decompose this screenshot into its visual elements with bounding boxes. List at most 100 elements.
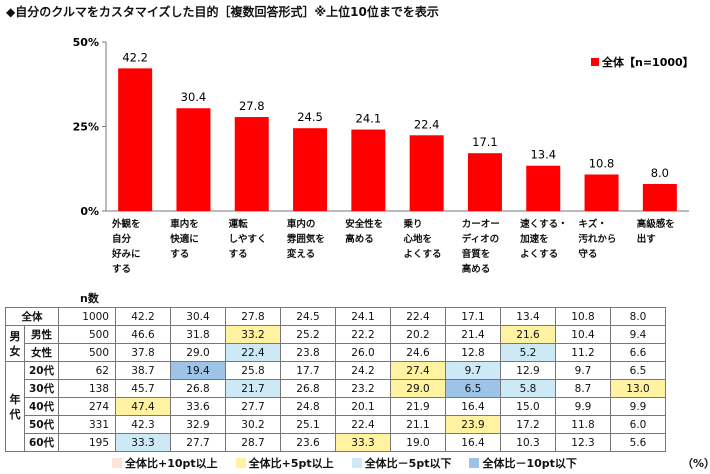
bar <box>234 117 269 211</box>
table-cell: 27.7 <box>170 433 226 452</box>
group-label: 年代 <box>5 361 25 452</box>
row-label: 20代 <box>24 361 59 380</box>
table-cell: 6.5 <box>445 379 501 398</box>
table-cell: 37.8 <box>115 343 171 362</box>
highlight-legend-item: 全体比－5pt以下 <box>351 455 452 471</box>
bar <box>118 68 153 211</box>
table-cell: 21.9 <box>390 397 446 416</box>
legend-color-swatch <box>351 458 362 468</box>
bar <box>642 183 677 211</box>
table-cell: 17.2 <box>500 415 556 434</box>
legend-label: 全体【n=1000】 <box>601 55 694 69</box>
row-n: 1000 <box>58 307 116 326</box>
category-label: 安全性を 高める <box>345 219 384 245</box>
table-row: 男女男性 500 46.6 31.8 33.2 25.2 22.2 20.2 21.4 21.6 1… <box>5 325 666 362</box>
table-row: 50代 331 42.3 32.9 30.2 25.1 22.4 21.1 23.9 17.2 11… <box>6 415 666 434</box>
bar <box>584 174 619 211</box>
table-cell: 23.6 <box>280 433 336 452</box>
table-row: 40代 274 47.4 33.6 27.7 24.8 20.1 21.9 16.4 15.0 9.… <box>6 397 666 416</box>
category-label: 運転 しやすく する <box>228 219 267 260</box>
bar-value-label: 24.5 <box>297 110 323 124</box>
table-cell: 12.9 <box>500 361 556 380</box>
table-cell: 9.9 <box>555 397 611 416</box>
table-cell: 47.4 <box>115 397 171 416</box>
group-label: 男女 <box>5 325 25 362</box>
table-cell: 45.7 <box>115 379 171 398</box>
table-row: 年代 20代 62 38.7 19.4 25.8 17.7 24.2 27.4 9.7 12.9 9.… <box>5 361 666 452</box>
table-cell: 33.2 <box>225 325 281 344</box>
table-cell: 6.6 <box>610 343 666 362</box>
bar-value-label: 22.4 <box>414 117 440 131</box>
table-cell: 23.9 <box>445 415 501 434</box>
table-cell: 32.9 <box>170 415 226 434</box>
bar <box>467 153 502 211</box>
table-cell: 19.4 <box>170 361 226 380</box>
table-cell: 21.4 <box>445 325 501 344</box>
bar-value-label: 30.4 <box>181 90 207 104</box>
table-cell: 28.7 <box>225 433 281 452</box>
y-tick-label: 0% <box>80 205 99 215</box>
table-cell: 24.5 <box>280 307 336 326</box>
table-cell: 33.3 <box>115 433 171 452</box>
row-n: 62 <box>58 361 116 380</box>
legend-item-label: 全体比+5pt以上 <box>248 457 334 470</box>
row-n: 331 <box>58 415 116 434</box>
legend-item-label: 全体比－5pt以下 <box>364 457 452 470</box>
row-label: 女性 <box>24 343 59 362</box>
table-cell: 29.0 <box>170 343 226 362</box>
table-cell: 22.4 <box>335 415 391 434</box>
bar-value-label: 13.4 <box>530 148 556 162</box>
row-label: 男性 <box>24 325 59 344</box>
row-n: 274 <box>58 397 116 416</box>
table-cell: 24.8 <box>280 397 336 416</box>
table-cell: 8.7 <box>555 379 611 398</box>
table-cell: 17.1 <box>445 307 501 326</box>
table-cell: 31.8 <box>170 325 226 344</box>
table-cell: 21.1 <box>390 415 446 434</box>
table-cell: 20.2 <box>390 325 446 344</box>
table-cell: 46.6 <box>115 325 171 344</box>
legend-swatch <box>591 58 599 66</box>
table-cell: 11.8 <box>555 415 611 434</box>
table-cell: 10.4 <box>555 325 611 344</box>
bar-chart: 0% 25% 50% 42.2 30.4 27.8 24.5 24.1 22.4 17.1 13.4… <box>73 36 694 215</box>
table-cell: 21.7 <box>225 379 281 398</box>
bar-value-label: 27.8 <box>239 99 265 113</box>
table-cell: 29.0 <box>390 379 446 398</box>
table-row: 全体 1000 42.2 30.4 27.8 24.5 24.1 22.4 17.1 13.4 10… <box>5 307 666 326</box>
table-cell: 22.4 <box>225 343 281 362</box>
table-row: 女性 500 37.8 29.0 22.4 23.8 26.0 24.6 12.8 5.2 11.2… <box>6 343 666 362</box>
table-cell: 23.8 <box>280 343 336 362</box>
unit-label: （%） <box>682 457 710 470</box>
legend-color-swatch <box>112 458 122 468</box>
highlight-legend-item: 全体比－10pt以下 <box>469 455 577 471</box>
table-cell: 11.2 <box>555 343 611 362</box>
category-label: 乗り 心地を よくする <box>403 219 442 260</box>
table-cell: 33.6 <box>170 397 226 416</box>
table-cell: 9.4 <box>610 325 666 344</box>
table-cell: 25.2 <box>280 325 336 344</box>
bar-value-label: 24.1 <box>356 112 382 126</box>
table-cell: 12.3 <box>555 433 611 452</box>
table-cell: 19.0 <box>390 433 446 452</box>
category-label: 外観を 自分 好みに する <box>112 219 141 275</box>
table-cell: 30.4 <box>170 307 226 326</box>
row-label: 30代 <box>24 379 59 398</box>
table-cell: 22.4 <box>390 307 446 326</box>
table-row: 60代 195 33.3 27.7 28.7 23.6 33.3 19.0 16.4 10.3 12… <box>6 433 666 452</box>
highlight-legend-item: 全体比+5pt以上 <box>235 455 334 471</box>
row-n: 500 <box>58 343 116 362</box>
y-tick-label: 25% <box>73 121 99 134</box>
legend-item-label: 全体比－10pt以下 <box>482 457 577 470</box>
table-cell: 6.0 <box>610 415 666 434</box>
row-n: 138 <box>58 379 116 398</box>
category-label: 速くする・ 加速を よくする <box>520 219 568 260</box>
table-cell: 25.1 <box>280 415 336 434</box>
bar-value-label: 17.1 <box>472 135 498 149</box>
table-cell: 24.6 <box>390 343 446 362</box>
table-cell: 26.8 <box>170 379 226 398</box>
table-cell: 8.0 <box>610 307 666 326</box>
table-cell: 9.7 <box>555 361 611 380</box>
highlight-legend: 全体比+10pt以上 全体比+5pt以上 全体比－5pt以下 全体比－10pt以下 <box>112 455 595 471</box>
legend-item-label: 全体比+10pt以上 <box>125 457 218 470</box>
